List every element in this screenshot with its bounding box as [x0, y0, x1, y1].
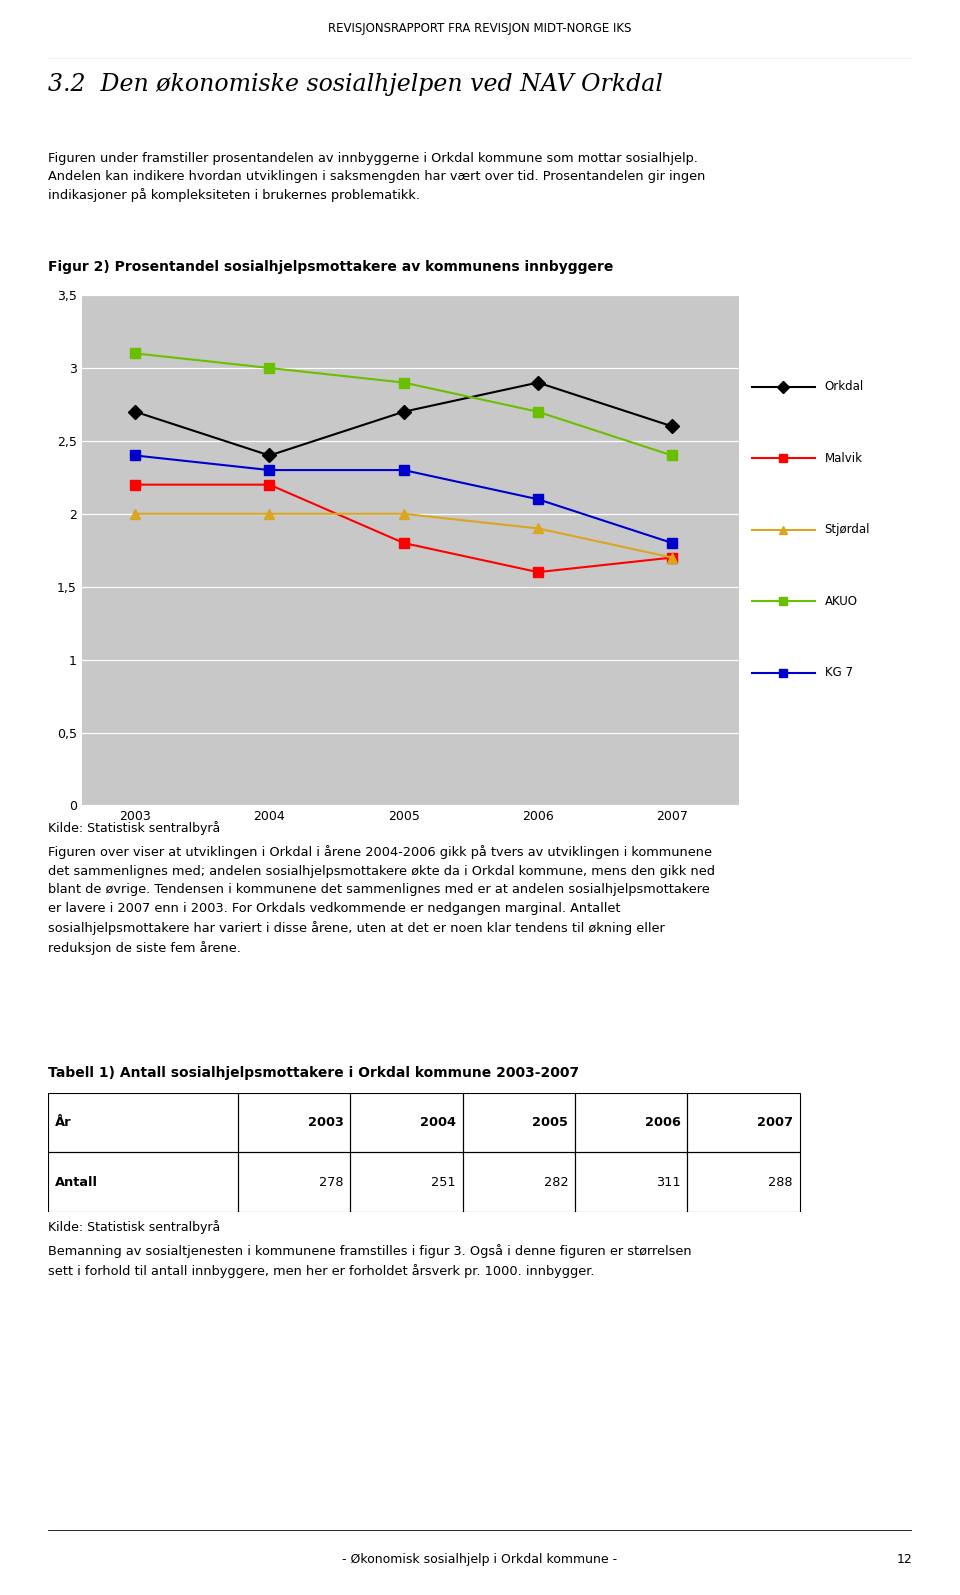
Text: 2005: 2005	[532, 1116, 568, 1129]
Text: 311: 311	[656, 1176, 681, 1188]
Text: 2006: 2006	[644, 1116, 681, 1129]
Text: 288: 288	[768, 1176, 793, 1188]
Bar	[350, 1093, 463, 1152]
Bar	[575, 1093, 687, 1152]
Text: Figur 2) Prosentandel sosialhjelpsmottakere av kommunens innbyggere: Figur 2) Prosentandel sosialhjelpsmottak…	[48, 260, 613, 274]
Text: 278: 278	[319, 1176, 344, 1188]
Text: 2004: 2004	[420, 1116, 456, 1129]
Text: AKUO: AKUO	[825, 595, 857, 608]
Bar	[350, 1152, 463, 1212]
Text: År: År	[55, 1116, 72, 1129]
Text: 2003: 2003	[307, 1116, 344, 1129]
Text: 251: 251	[431, 1176, 456, 1188]
Text: 2007: 2007	[756, 1116, 793, 1129]
Text: Tabell 1) Antall sosialhjelpsmottakere i Orkdal kommune 2003-2007: Tabell 1) Antall sosialhjelpsmottakere i…	[48, 1065, 579, 1080]
Text: 282: 282	[543, 1176, 568, 1188]
Bar	[48, 1152, 238, 1212]
Text: REVISJONSRAPPORT FRA REVISJON MIDT-NORGE IKS: REVISJONSRAPPORT FRA REVISJON MIDT-NORGE…	[328, 22, 632, 35]
Bar	[463, 1152, 575, 1212]
Bar	[463, 1093, 575, 1152]
Text: - Økonomisk sosialhjelp i Orkdal kommune -: - Økonomisk sosialhjelp i Orkdal kommune…	[343, 1552, 617, 1566]
Text: 3.2  Den økonomiske sosialhjelpen ved NAV Orkdal: 3.2 Den økonomiske sosialhjelpen ved NAV…	[48, 72, 662, 96]
Text: Kilde: Statistisk sentralbyrå: Kilde: Statistisk sentralbyrå	[48, 821, 220, 834]
Bar	[48, 1093, 238, 1152]
Bar	[575, 1152, 687, 1212]
Text: Malvik: Malvik	[825, 451, 863, 464]
Text: Bemanning av sosialtjenesten i kommunene framstilles i figur 3. Også i denne fig: Bemanning av sosialtjenesten i kommunene…	[48, 1244, 691, 1278]
Text: Figuren over viser at utviklingen i Orkdal i årene 2004-2006 gikk på tvers av ut: Figuren over viser at utviklingen i Orkd…	[48, 845, 715, 955]
Text: Stjørdal: Stjørdal	[825, 523, 870, 536]
Bar	[687, 1093, 800, 1152]
Text: Orkdal: Orkdal	[825, 381, 864, 394]
Text: Figuren under framstiller prosentandelen av innbyggerne i Orkdal kommune som mot: Figuren under framstiller prosentandelen…	[48, 152, 706, 203]
Bar	[687, 1152, 800, 1212]
Text: 12: 12	[897, 1552, 912, 1566]
Bar	[238, 1152, 350, 1212]
Text: KG 7: KG 7	[825, 667, 852, 679]
Text: Antall: Antall	[55, 1176, 98, 1188]
Text: Kilde: Statistisk sentralbyrå: Kilde: Statistisk sentralbyrå	[48, 1220, 220, 1233]
Bar	[238, 1093, 350, 1152]
